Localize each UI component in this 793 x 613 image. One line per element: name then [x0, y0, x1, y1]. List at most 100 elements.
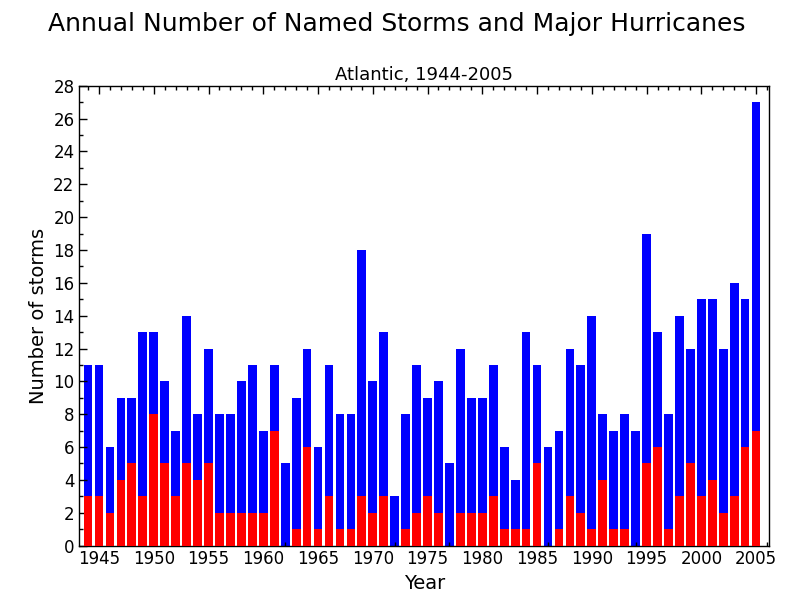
- Bar: [554, 529, 563, 546]
- Bar: [565, 497, 574, 546]
- Bar: [642, 463, 651, 546]
- Bar: [697, 299, 706, 546]
- Bar: [139, 332, 147, 546]
- Bar: [478, 398, 487, 546]
- Bar: [259, 512, 268, 546]
- Bar: [708, 480, 717, 546]
- Bar: [620, 529, 629, 546]
- Bar: [84, 365, 93, 546]
- Bar: [292, 529, 301, 546]
- Bar: [358, 250, 366, 546]
- Bar: [117, 480, 125, 546]
- Bar: [577, 512, 585, 546]
- Bar: [467, 512, 476, 546]
- Bar: [554, 431, 563, 546]
- Bar: [237, 381, 246, 546]
- Bar: [599, 480, 607, 546]
- Bar: [653, 447, 662, 546]
- Bar: [456, 349, 465, 546]
- X-axis label: Year: Year: [404, 574, 445, 593]
- Bar: [697, 497, 706, 546]
- Bar: [303, 349, 312, 546]
- Bar: [664, 529, 672, 546]
- Bar: [270, 431, 278, 546]
- Bar: [226, 512, 235, 546]
- Bar: [401, 414, 410, 546]
- Bar: [577, 365, 585, 546]
- Bar: [423, 497, 432, 546]
- Bar: [347, 414, 355, 546]
- Bar: [588, 316, 596, 546]
- Bar: [434, 512, 442, 546]
- Bar: [369, 381, 377, 546]
- Bar: [631, 431, 640, 546]
- Text: Annual Number of Named Storms and Major Hurricanes: Annual Number of Named Storms and Major …: [48, 12, 745, 36]
- Bar: [686, 349, 695, 546]
- Bar: [642, 234, 651, 546]
- Bar: [675, 316, 684, 546]
- Bar: [105, 512, 114, 546]
- Bar: [94, 365, 103, 546]
- Bar: [718, 512, 728, 546]
- Bar: [675, 497, 684, 546]
- Bar: [248, 365, 257, 546]
- Bar: [565, 349, 574, 546]
- Bar: [708, 299, 717, 546]
- Bar: [281, 463, 289, 546]
- Bar: [609, 529, 618, 546]
- Bar: [303, 447, 312, 546]
- Bar: [511, 529, 519, 546]
- Bar: [335, 414, 344, 546]
- Bar: [149, 332, 158, 546]
- Bar: [379, 497, 388, 546]
- Bar: [390, 497, 399, 546]
- Bar: [412, 512, 421, 546]
- Bar: [335, 529, 344, 546]
- Bar: [730, 283, 738, 546]
- Bar: [478, 512, 487, 546]
- Bar: [314, 529, 323, 546]
- Bar: [226, 414, 235, 546]
- Bar: [358, 497, 366, 546]
- Bar: [752, 102, 760, 546]
- Bar: [434, 381, 442, 546]
- Bar: [182, 463, 191, 546]
- Bar: [533, 463, 542, 546]
- Bar: [500, 529, 508, 546]
- Bar: [292, 398, 301, 546]
- Bar: [171, 497, 180, 546]
- Y-axis label: Number of storms: Number of storms: [29, 227, 48, 404]
- Bar: [467, 398, 476, 546]
- Bar: [522, 529, 531, 546]
- Bar: [215, 414, 224, 546]
- Bar: [128, 463, 136, 546]
- Bar: [741, 447, 749, 546]
- Bar: [193, 414, 202, 546]
- Bar: [160, 381, 169, 546]
- Bar: [500, 447, 508, 546]
- Bar: [741, 299, 749, 546]
- Bar: [511, 480, 519, 546]
- Bar: [609, 431, 618, 546]
- Bar: [171, 431, 180, 546]
- Bar: [522, 332, 531, 546]
- Bar: [718, 349, 728, 546]
- Bar: [664, 414, 672, 546]
- Bar: [533, 365, 542, 546]
- Bar: [270, 365, 278, 546]
- Bar: [588, 529, 596, 546]
- Bar: [653, 332, 662, 546]
- Bar: [94, 497, 103, 546]
- Bar: [117, 398, 125, 546]
- Bar: [686, 463, 695, 546]
- Bar: [369, 512, 377, 546]
- Bar: [128, 398, 136, 546]
- Bar: [237, 512, 246, 546]
- Bar: [193, 480, 202, 546]
- Bar: [160, 463, 169, 546]
- Bar: [139, 497, 147, 546]
- Bar: [248, 512, 257, 546]
- Bar: [84, 497, 93, 546]
- Bar: [347, 529, 355, 546]
- Bar: [324, 365, 333, 546]
